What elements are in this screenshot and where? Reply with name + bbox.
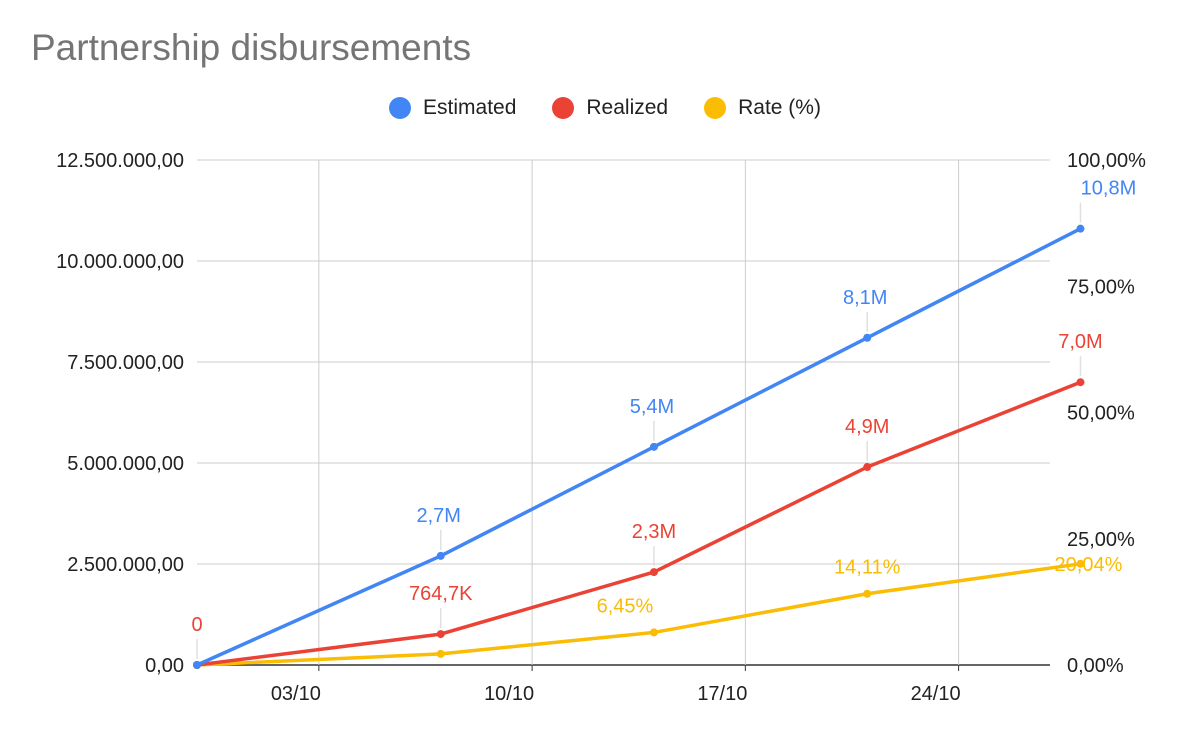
x-tick-label: 17/10	[697, 683, 747, 705]
data-point	[436, 649, 445, 658]
right-y-tick-label: 25,00%	[1067, 529, 1135, 551]
left-y-tick-label: 2.500.000,00	[67, 554, 184, 576]
legend: Estimated Realized Rate (%)	[0, 96, 1190, 120]
legend-swatch-realized	[552, 97, 575, 119]
data-point	[649, 442, 658, 451]
data-label: 14,11%	[834, 557, 901, 579]
data-point	[649, 628, 658, 637]
data-label: 5,4M	[630, 396, 674, 418]
left-y-tick-label: 7.500.000,00	[67, 352, 184, 374]
x-tick-label: 10/10	[484, 683, 534, 705]
data-label: 7,0M	[1058, 331, 1102, 353]
data-label: 2,7M	[416, 505, 460, 527]
data-point	[863, 589, 872, 598]
data-point	[649, 568, 658, 577]
data-point	[863, 463, 872, 472]
left-y-tick-label: 10.000.000,00	[56, 251, 184, 273]
left-y-tick-label: 12.500.000,00	[56, 150, 184, 172]
data-label: 764,7K	[409, 583, 473, 605]
x-tick-label: 03/10	[271, 683, 321, 705]
data-label: 2,3M	[632, 521, 676, 543]
data-label: 0	[191, 614, 202, 636]
data-label: 6,45%	[597, 595, 654, 617]
right-y-tick-label: 50,00%	[1067, 403, 1135, 425]
data-label: 8,1M	[843, 287, 887, 309]
data-point	[1076, 559, 1085, 568]
data-point	[436, 630, 445, 639]
x-tick-label: 24/10	[911, 683, 961, 705]
legend-item-estimated[interactable]: Estimated	[389, 96, 516, 120]
legend-swatch-estimated	[389, 97, 412, 119]
chart-title: Partnership disbursements	[31, 27, 472, 68]
legend-item-realized[interactable]: Realized	[552, 96, 668, 120]
data-label: 4,9M	[845, 416, 889, 438]
right-y-tick-label: 100,00%	[1067, 150, 1146, 172]
legend-item-rate[interactable]: Rate (%)	[704, 96, 821, 120]
right-y-tick-label: 75,00%	[1067, 276, 1135, 298]
legend-label-realized: Realized	[586, 96, 669, 119]
left-y-tick-label: 0,00	[145, 655, 184, 677]
right-y-tick-label: 0,00%	[1067, 655, 1124, 677]
legend-label-estimated: Estimated	[423, 96, 517, 119]
legend-swatch-rate	[704, 97, 727, 119]
data-label: 10,8M	[1081, 178, 1137, 200]
data-point	[436, 551, 445, 560]
left-y-tick-label: 5.000.000,00	[67, 453, 184, 475]
data-point	[863, 333, 872, 342]
legend-label-rate: Rate (%)	[738, 96, 821, 119]
data-label: 20,04%	[1055, 554, 1123, 576]
data-point	[193, 661, 201, 669]
data-point	[1076, 378, 1085, 387]
data-point	[1076, 224, 1085, 233]
